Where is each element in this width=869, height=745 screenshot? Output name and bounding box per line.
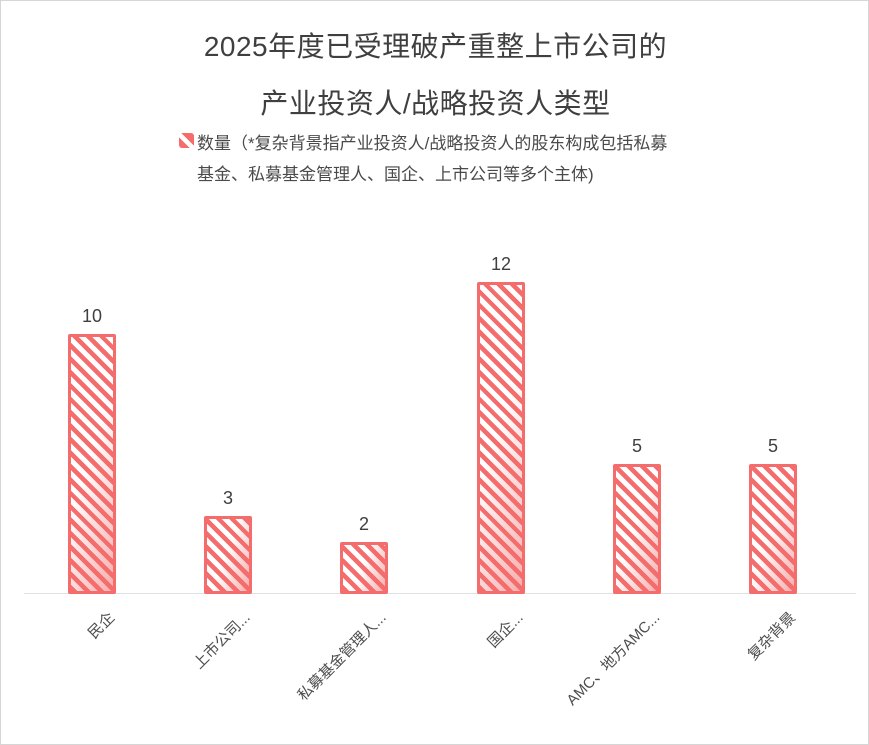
x-tick-label-3: 国企... [485, 609, 528, 652]
x-tick-label-1: 上市公司... [190, 609, 255, 673]
bar-value-label-3: 12 [490, 254, 512, 274]
bar-1[interactable] [204, 516, 252, 594]
legend-note-line1: （*复杂背景指产业投资人/战略投资人的股东构成包括私募 [231, 134, 668, 153]
bar-value-label-4: 5 [631, 436, 642, 456]
legend-text: 数量（*复杂背景指产业投资人/战略投资人的股东构成包括私募 基金、私募基金管理人… [197, 128, 667, 190]
x-tick-label-4: AMC、地方AMC... [563, 609, 664, 709]
bar-3[interactable] [477, 282, 525, 594]
chart-title-line2: 产业投资人/战略投资人类型 [260, 88, 611, 119]
chart-title-line1: 2025年度已受理破产重整上市公司的 [203, 31, 668, 62]
legend-note-line2: 基金、私募基金管理人、国企、上市公司等多个主体) [197, 165, 594, 184]
legend[interactable]: 数量（*复杂背景指产业投资人/战略投资人的股东构成包括私募 基金、私募基金管理人… [179, 128, 667, 190]
legend-swatch-icon [179, 133, 194, 148]
x-tick-label-5: 复杂背景 [744, 609, 800, 664]
x-tick-label-0: 民企 [84, 609, 119, 643]
bar-4[interactable] [613, 464, 661, 594]
x-axis-line [24, 593, 856, 594]
legend-series-label: 数量 [197, 134, 231, 153]
bar-value-label-1: 3 [222, 488, 233, 508]
bar-2[interactable] [340, 542, 388, 594]
bar-value-label-0: 10 [81, 306, 103, 326]
legend-text-line1: 数量（*复杂背景指产业投资人/战略投资人的股东构成包括私募 [197, 128, 667, 159]
bar-value-label-5: 5 [767, 436, 778, 456]
bar-5[interactable] [749, 464, 797, 594]
bar-value-label-2: 2 [358, 514, 369, 534]
x-tick-label-2: 私募基金管理人... [295, 609, 391, 705]
bar-0[interactable] [68, 334, 116, 594]
